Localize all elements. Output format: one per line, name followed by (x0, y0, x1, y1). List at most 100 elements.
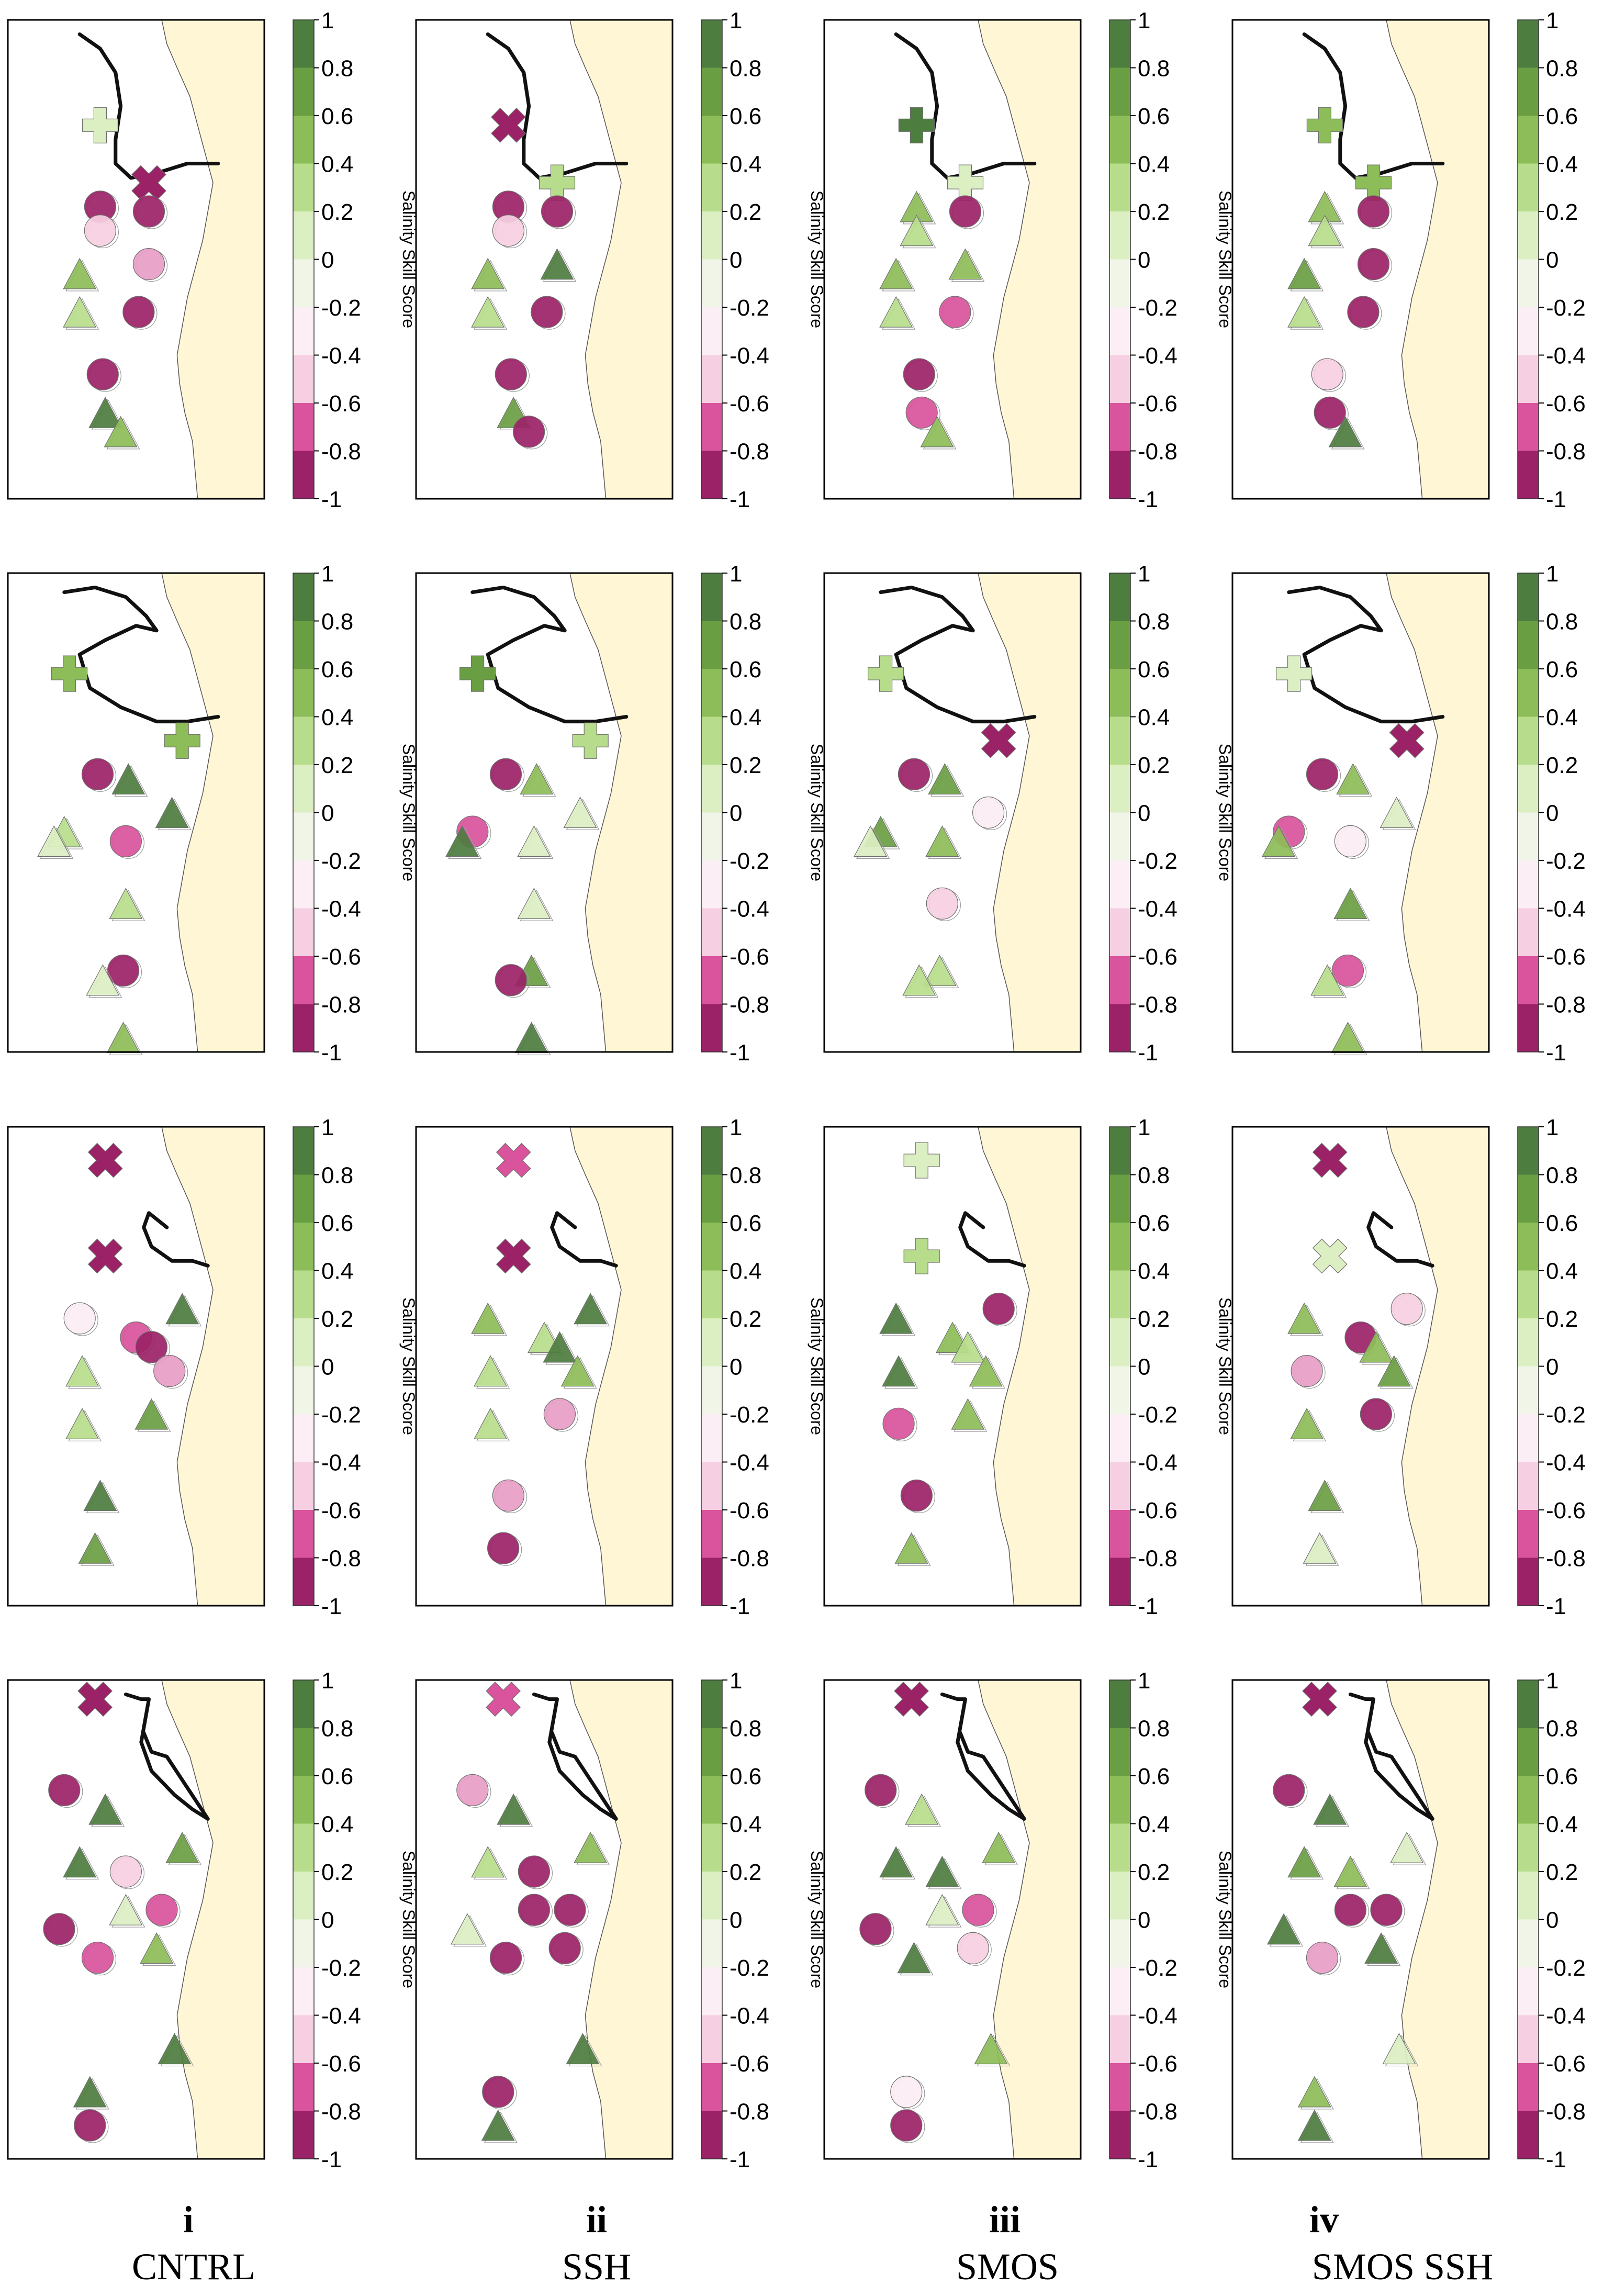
panel-frame (415, 19, 674, 500)
colorbar-band (1518, 307, 1539, 355)
colorbar-band (293, 765, 314, 813)
colorbar-band (293, 1872, 314, 1920)
marker-triangle (925, 1894, 959, 1925)
colorbar-tick-label: 0.6 (730, 657, 761, 682)
colorbar-tick-label: 1 (1546, 1115, 1558, 1140)
colorbar-band (1109, 1223, 1130, 1271)
colorbar-tick-label: -0.6 (321, 2051, 361, 2077)
front-line (1348, 1692, 1434, 1821)
colorbar-tick-label: 0.8 (321, 609, 353, 635)
marker-triangle (1262, 825, 1296, 857)
marker-triangle (540, 248, 574, 280)
marker-circle (1347, 296, 1380, 328)
colorbar-band (1518, 2015, 1539, 2064)
colorbar-band (701, 1510, 722, 1558)
column-number-1: i (183, 2199, 194, 2241)
marker-triangle (951, 1331, 985, 1363)
marker-circle (81, 1942, 114, 1974)
colorbar-band (293, 1318, 314, 1367)
marker-circle (489, 1942, 522, 1974)
marker-triangle (897, 1942, 931, 1974)
map-panel-r2-c1: 1 0.8 0.6 0.4 0.2 0 -0.2 -0.4 -0.6 -0.8 -1 Salinity… (7, 561, 418, 1066)
colorbar-label: Salinity Skill Score (808, 1297, 826, 1435)
colorbar-tick-label: 0.2 (1546, 1860, 1578, 1885)
marker-triangle (948, 248, 982, 280)
marker-triangle (982, 1831, 1016, 1863)
colorbar-tick-label: 1 (1138, 8, 1150, 33)
colorbar-band (293, 1270, 314, 1319)
colorbar-band (701, 307, 722, 355)
map-panel-r2-c4: 10.80.60.40.20-0.2-0.4-0.6-0.8-1Salinity… (1231, 561, 1586, 1066)
colorbar-tick-label: 0.6 (1546, 104, 1578, 129)
panel-frame (1231, 19, 1490, 500)
marker-circle (962, 1894, 994, 1926)
coastline (1386, 1126, 1438, 1606)
colorbar-band (701, 1823, 722, 1872)
marker-circle (1306, 758, 1339, 790)
colorbar-band (293, 716, 314, 765)
colorbar-band (1109, 20, 1130, 68)
front-line (940, 1692, 1026, 1821)
colorbar-band (293, 1919, 314, 1968)
colorbar-tick-label: -0.8 (1546, 1546, 1586, 1572)
marker-circle (518, 1894, 551, 1926)
colorbar-band (1109, 403, 1130, 451)
colorbar-band (701, 163, 722, 212)
marker-circle (1360, 1398, 1392, 1430)
colorbar-tick-label: 0.6 (730, 1764, 761, 1789)
colorbar-band (293, 163, 314, 212)
colorbar-band (293, 1223, 314, 1271)
front-line (470, 585, 629, 724)
colorbar-tick-label: -0.4 (1546, 343, 1586, 369)
colorbar-label: Salinity Skill Score (399, 744, 418, 881)
colorbar-band (293, 1414, 314, 1462)
marker-circle (74, 2109, 106, 2142)
colorbar-band (1518, 259, 1539, 308)
colorbar-tick-label: -0.4 (1138, 2003, 1177, 2029)
colorbar-tick-label: -0.2 (1138, 1955, 1177, 1981)
colorbar-tick-label: -0.2 (1138, 295, 1177, 321)
colorbar-tick-label: 0.6 (1138, 1211, 1170, 1236)
marker-cross (898, 107, 935, 143)
column-name-2: SSH (562, 2246, 632, 2288)
colorbar-tick-label: 0.8 (1138, 1163, 1170, 1189)
marker-x (1312, 1143, 1348, 1178)
coastline (569, 573, 622, 1052)
panel-frame (823, 572, 1082, 1053)
colorbar-tick-label: -0.2 (730, 295, 769, 321)
colorbar-band (701, 669, 722, 717)
colorbar-tick-label: 0.8 (321, 1716, 353, 1742)
land-area (978, 1680, 1081, 2159)
panel-frame (7, 19, 265, 500)
map-panel-r1-c4: 10.80.60.40.20-0.2-0.4-0.6-0.8-1Salinity… (1231, 8, 1586, 512)
colorbar-tick-label: 0.2 (1546, 753, 1578, 778)
colorbar-tick-label: 0.2 (1546, 199, 1578, 225)
colorbar-tick-label: -0.6 (730, 391, 769, 417)
colorbar-tick-label: 0.4 (321, 1812, 353, 1838)
colorbar-tick-label: 0.6 (1138, 657, 1170, 682)
colorbar-tick-label: -0.6 (1138, 391, 1177, 417)
colorbar-band (1109, 1510, 1130, 1558)
colorbar-band (1518, 1728, 1539, 1776)
marker-triangle (165, 1293, 199, 1325)
colorbar-band (1518, 621, 1539, 669)
colorbar-tick-label: -0.4 (321, 1450, 361, 1476)
panel-frame (823, 1126, 1082, 1607)
colorbar-band (1518, 1318, 1539, 1367)
colorbar-band (1518, 716, 1539, 765)
marker-x (981, 723, 1016, 758)
colorbar-band (701, 1680, 722, 1728)
marker-triangle (566, 2033, 600, 2065)
colorbar-band (1109, 1127, 1130, 1175)
colorbar-band (701, 956, 722, 1004)
colorbar-band (1109, 1366, 1130, 1415)
colorbar-tick-label: 0 (321, 248, 334, 273)
colorbar-band (1109, 1919, 1130, 1968)
marker-triangle (974, 2033, 1008, 2065)
map-panel-r1-c2: 1 0.8 0.6 0.4 0.2 0 -0.2 -0.4 -0.6 -0.8 -1 Salinity… (415, 8, 826, 512)
colorbar-band (1109, 1680, 1130, 1728)
colorbar-band (1109, 163, 1130, 212)
marker-triangle (1333, 888, 1367, 919)
marker-triangle (165, 1831, 199, 1863)
marker-circle (949, 195, 982, 228)
